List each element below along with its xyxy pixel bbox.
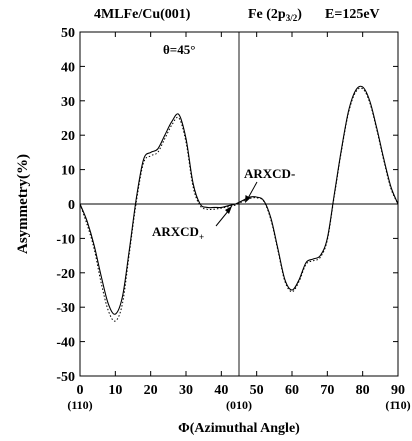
- arxcd-minus-label: ARXCD-: [244, 166, 295, 181]
- y-tick-label: 0: [68, 198, 75, 213]
- y-tick-label: 20: [61, 129, 75, 144]
- y-tick-label: 30: [61, 95, 75, 110]
- y-tick-label: 50: [61, 26, 75, 41]
- direction-label: (110): [67, 398, 92, 412]
- y-tick-label: -20: [56, 267, 75, 282]
- direction-labels: (110) (010) (1̄10): [67, 398, 410, 412]
- y-axis-label: Asymmetry(%): [15, 154, 31, 254]
- core-level-title: Fe (2p3/2): [248, 7, 302, 23]
- x-tick-label: 0: [77, 383, 84, 398]
- arxcd-minus-arrowhead: [245, 195, 251, 203]
- arxcd-plus-arrow: [215, 209, 230, 227]
- y-tick-label: -50: [56, 370, 75, 385]
- y-tick-label: -10: [56, 232, 75, 247]
- x-tick-label: 10: [108, 383, 122, 398]
- energy-title: E=125eV: [325, 7, 380, 22]
- x-tick-label: 40: [214, 383, 228, 398]
- series-dotted-line: [79, 87, 399, 322]
- x-tick-label: 60: [285, 383, 299, 398]
- theta-annotation: θ=45°: [163, 42, 195, 57]
- y-axis-ticks: 50 40 30 20 10 0 -10 -20 -30 -40 -50: [56, 26, 398, 385]
- y-tick-label: 40: [61, 60, 75, 75]
- direction-label: (1̄10): [385, 398, 410, 412]
- x-axis-label: Φ(Azimuthal Angle): [178, 421, 300, 436]
- x-tick-label: 20: [144, 383, 158, 398]
- x-tick-label: 70: [320, 383, 334, 398]
- y-tick-label: -30: [56, 301, 75, 316]
- sample-title: 4MLFe/Cu(001): [94, 7, 191, 22]
- x-tick-label: 30: [179, 383, 193, 398]
- direction-label: (010): [226, 398, 252, 412]
- arxcd-plus-arrowhead: [225, 206, 232, 214]
- y-tick-label: 10: [61, 164, 75, 179]
- y-tick-label: -40: [56, 336, 75, 351]
- arxcd-plus-label: ARXCD+: [152, 224, 204, 242]
- x-axis-ticks: 0 10 20 30 40 50 60 70 80 90: [77, 32, 405, 398]
- x-tick-label: 80: [356, 383, 370, 398]
- x-tick-label: 90: [391, 383, 405, 398]
- x-tick-label: 50: [250, 383, 264, 398]
